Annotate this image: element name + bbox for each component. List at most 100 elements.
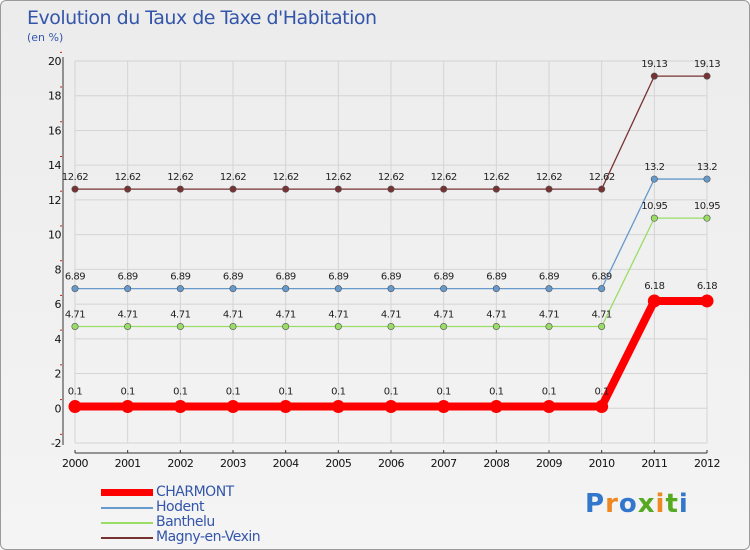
data-label: 6.89 (381, 272, 401, 283)
x-tick-label: 2008 (483, 457, 509, 470)
data-point (598, 285, 606, 293)
data-point (229, 185, 237, 193)
logo-letter: o (618, 489, 638, 519)
data-label: 0.1 (384, 387, 399, 398)
data-point (124, 322, 132, 330)
y-tick-label: 12 (48, 194, 61, 207)
data-label: 4.71 (223, 309, 243, 320)
data-point (703, 175, 711, 183)
y-tick-label: 10 (48, 229, 61, 242)
data-label: 6.89 (118, 272, 138, 283)
data-label: 10.95 (641, 201, 667, 212)
data-label: 0.1 (68, 387, 83, 398)
legend-label: Banthelu (156, 514, 215, 530)
data-point (121, 400, 135, 414)
data-point (226, 400, 240, 414)
x-tick-label: 2006 (378, 457, 404, 470)
data-point (229, 322, 237, 330)
data-point (542, 400, 556, 414)
x-tick-label: 2000 (62, 457, 88, 470)
data-label: 12.62 (220, 172, 246, 183)
data-point (68, 400, 82, 414)
legend-swatch (101, 506, 153, 509)
x-tick-label: 2012 (694, 457, 720, 470)
data-point (282, 285, 290, 293)
data-label: 0.1 (226, 387, 241, 398)
logo-letter: r (605, 489, 619, 519)
data-label: 6.89 (486, 272, 506, 283)
proxiti-logo: Proxiti (585, 489, 689, 519)
logo-letter: i (655, 489, 666, 519)
data-point (440, 285, 448, 293)
data-point (545, 285, 553, 293)
legend-swatch (101, 521, 153, 524)
data-label: 0.1 (173, 387, 188, 398)
data-point (387, 185, 395, 193)
data-point (703, 72, 711, 80)
x-tick-label: 2011 (641, 457, 667, 470)
data-point (492, 285, 500, 293)
data-label: 4.71 (276, 309, 296, 320)
data-label: 12.62 (536, 172, 562, 183)
data-point (387, 322, 395, 330)
x-tick-label: 2009 (536, 457, 562, 470)
legend-label: Magny-en-Vexin (156, 529, 261, 545)
data-label: 12.62 (62, 172, 88, 183)
y-tick-label: 18 (48, 90, 61, 103)
data-point (703, 214, 711, 222)
x-tick-label: 2005 (325, 457, 351, 470)
data-point (71, 285, 79, 293)
data-label: 12.62 (378, 172, 404, 183)
y-tick-label: 16 (48, 124, 61, 137)
legend-label: Hodent (156, 499, 204, 515)
data-label: 19.13 (641, 59, 667, 70)
data-point (545, 322, 553, 330)
logo-letter: P (585, 489, 606, 519)
data-point (124, 285, 132, 293)
chart-title: Evolution du Taux de Taxe d'Habitation (27, 7, 377, 29)
data-label: 12.62 (325, 172, 351, 183)
data-label: 19.13 (694, 59, 720, 70)
data-label: 6.89 (65, 272, 85, 283)
data-label: 12.62 (483, 172, 509, 183)
data-point (650, 214, 658, 222)
data-point (334, 322, 342, 330)
data-label: 6.89 (328, 272, 348, 283)
data-label: 13.2 (644, 162, 664, 173)
data-label: 6.89 (223, 272, 243, 283)
data-point (124, 185, 132, 193)
data-point (437, 400, 451, 414)
data-point (176, 185, 184, 193)
data-label: 12.62 (273, 172, 299, 183)
data-point (598, 322, 606, 330)
data-point (440, 185, 448, 193)
data-label: 0.1 (594, 387, 609, 398)
data-point (595, 400, 609, 414)
logo-letter: t (665, 489, 679, 519)
data-point (229, 285, 237, 293)
data-point (647, 294, 661, 308)
x-tick-label: 2001 (115, 457, 141, 470)
data-point (650, 72, 658, 80)
legend-swatch (101, 536, 153, 539)
data-label: 4.71 (328, 309, 348, 320)
data-label: 12.62 (115, 172, 141, 183)
y-tick-label: 8 (55, 263, 62, 276)
data-label: 0.1 (489, 387, 504, 398)
y-tick-label: 14 (48, 159, 61, 172)
data-label: 0.1 (331, 387, 346, 398)
data-point (650, 175, 658, 183)
data-point (71, 322, 79, 330)
x-tick-label: 2002 (167, 457, 193, 470)
data-label: 6.89 (539, 272, 559, 283)
data-label: 6.89 (434, 272, 454, 283)
data-label: 4.71 (381, 309, 401, 320)
data-label: 6.89 (276, 272, 296, 283)
data-label: 0.1 (542, 387, 557, 398)
y-tick-label: 6 (55, 298, 62, 311)
data-point (176, 285, 184, 293)
data-point (282, 322, 290, 330)
data-point (334, 185, 342, 193)
data-point (282, 185, 290, 193)
